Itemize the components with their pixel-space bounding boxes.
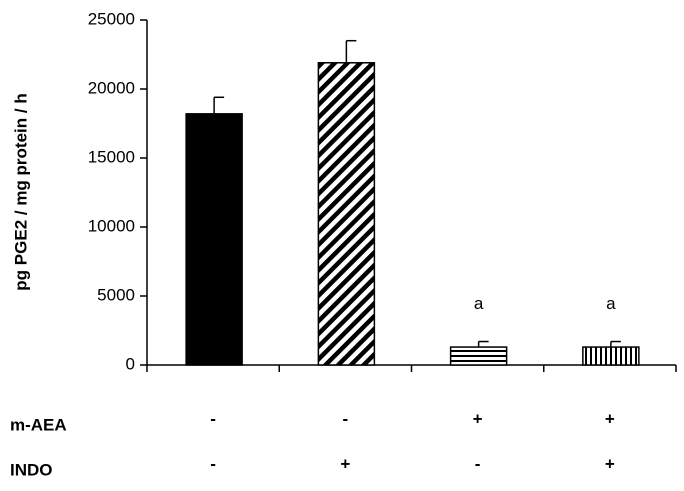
treatment-value: + — [605, 409, 615, 428]
y-tick-label: 0 — [126, 354, 135, 373]
treatment-value: + — [340, 454, 350, 473]
treatment-value: - — [343, 409, 349, 428]
y-tick-label: 10000 — [88, 216, 135, 235]
treatment-value: + — [605, 454, 615, 473]
bar — [185, 113, 243, 366]
annotation: a — [606, 294, 616, 313]
treatment-value: - — [475, 454, 481, 473]
treatment-label: m-AEA — [10, 415, 67, 434]
annotation: a — [474, 294, 484, 313]
treatment-value: - — [210, 409, 216, 428]
y-tick-label: 5000 — [97, 285, 135, 304]
treatment-value: - — [210, 454, 216, 473]
bar — [317, 62, 376, 366]
treatment-label: INDO — [10, 460, 53, 479]
y-axis-label: pg PGE2 / mg protein / h — [11, 93, 30, 290]
bar — [582, 346, 640, 366]
y-tick-label: 20000 — [88, 78, 135, 97]
y-tick-label: 25000 — [88, 9, 135, 28]
y-tick-label: 15000 — [88, 147, 135, 166]
treatment-value: + — [473, 409, 483, 428]
bar — [449, 346, 508, 366]
